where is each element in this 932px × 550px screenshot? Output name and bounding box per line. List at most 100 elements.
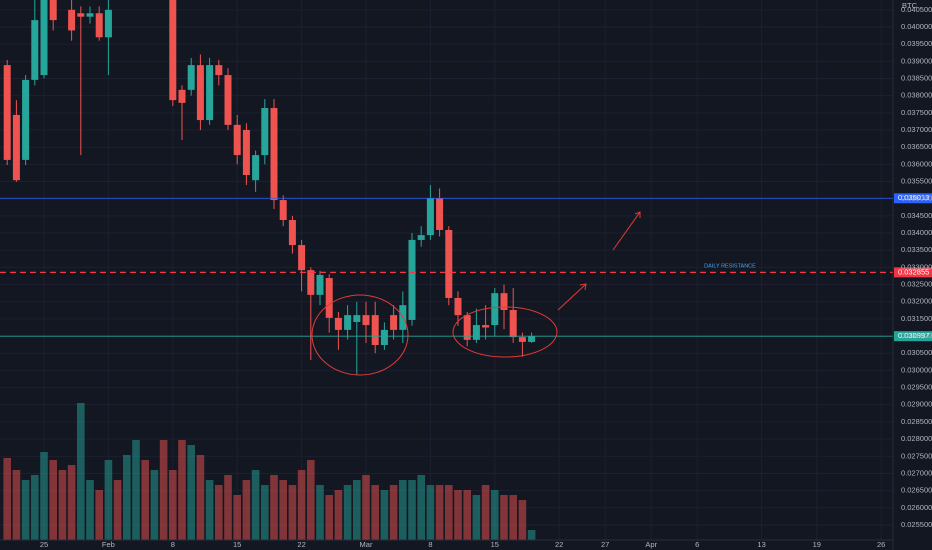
candle-body [242,130,250,176]
y-tick-label: 0.030000 [901,365,932,374]
candle-body [408,239,416,320]
y-tick-label: 0.027000 [901,468,932,477]
candle-body [12,114,20,181]
candle-body [316,274,324,295]
x-tick-label: 15 [233,540,241,549]
candle-body [390,315,398,330]
axes: 0.025500 0.026000 0.026500 0.027000 0.027500… [40,5,932,549]
candle-body [436,198,444,230]
candle-body [206,65,214,121]
candle-body [362,315,370,326]
x-tick-label: 8 [171,540,175,549]
volume-bar [77,403,85,540]
volume-bar [113,480,122,540]
volume-bar [399,480,407,540]
candle-body [500,293,508,310]
volume-bar [380,490,389,540]
price-lines: 0.035013 0.032855 0.030997 [0,193,932,342]
volume-bar [242,480,251,540]
y-tick-label: 0.025500 [901,520,932,529]
volume-bar [362,475,370,540]
candle-body [3,65,11,160]
y-tick-label: 0.035000 [901,194,932,203]
candle-body [31,20,39,80]
y-tick-label: 0.029000 [901,400,932,409]
y-tick-label: 0.037500 [901,108,932,117]
volume-bar [187,445,196,540]
y-tick-label: 0.028500 [901,417,932,426]
candle-body [104,9,112,38]
price-label-box [894,267,932,278]
candle-body [454,297,462,316]
candle-body [445,229,453,298]
candle-body [288,219,296,246]
candle-body [380,329,388,346]
candle-body [353,315,361,322]
volume-bar [49,460,58,540]
volume-bar [435,485,444,540]
y-tick-label: 0.035500 [901,177,932,186]
x-tick-label: 22 [555,540,563,549]
candle-body [334,317,342,330]
y-tick-label: 0.040000 [901,22,932,31]
candle-body [187,65,195,90]
volume-bar [389,485,398,540]
candle-body [426,198,434,236]
volume-bar [509,495,517,540]
y-tick-label: 0.036000 [901,159,932,168]
volume-bar [343,485,352,540]
volume-bar [481,485,490,540]
volume-bar [21,480,30,540]
y-tick-label: 0.030500 [901,348,932,357]
volume-bar [159,440,168,540]
volume-bar [426,485,435,540]
x-tick-label: Mar [360,540,373,549]
candle-body [307,270,315,295]
volume-bar [196,455,205,540]
y-tick-label: 0.032000 [901,297,932,306]
x-tick-label: 22 [297,540,305,549]
circle-drawing [311,294,409,376]
candle-body [261,108,269,156]
y-tick-label: 0.028000 [901,434,932,443]
y-tick-label: 0.032500 [901,280,932,289]
volume-bar [31,475,39,540]
volume-bar [215,485,223,540]
volume-bar [316,485,324,540]
volume-bar [132,440,140,540]
x-tick-label: 6 [695,540,699,549]
x-tick-label: 25 [40,540,48,549]
y-tick-label: 0.026500 [901,486,932,495]
candle-body [491,293,499,326]
volume-bar [371,485,380,540]
candle-body [215,65,223,76]
candle-body [233,124,241,156]
volume-bar [325,495,334,540]
candle-body [68,9,76,31]
candle-body [40,0,48,76]
volume-bar [334,490,343,540]
volume-bar [288,485,297,540]
volume-bar [297,470,306,540]
x-tick-label: 8 [428,540,432,549]
y-tick-label: 0.033000 [901,262,932,271]
currency-label: BTC [902,1,918,10]
arrow-drawing [612,211,641,251]
candle-body [178,89,186,103]
circle-drawing [452,306,558,358]
y-tick-label: 0.026000 [901,503,932,512]
candle-body [169,0,177,101]
candle-body [270,108,278,201]
arrow-head [634,211,641,218]
candle-body [22,79,30,160]
volume-bar [307,460,315,540]
y-tick-label: 0.037000 [901,125,932,134]
y-tick-label: 0.038000 [901,91,932,100]
volume-bar [261,485,269,540]
volume-bar [444,485,453,540]
candle-body [224,75,232,125]
volume-bar [408,480,416,540]
drawings [311,211,641,376]
candle-body [463,315,471,340]
volume-bar [12,470,21,540]
